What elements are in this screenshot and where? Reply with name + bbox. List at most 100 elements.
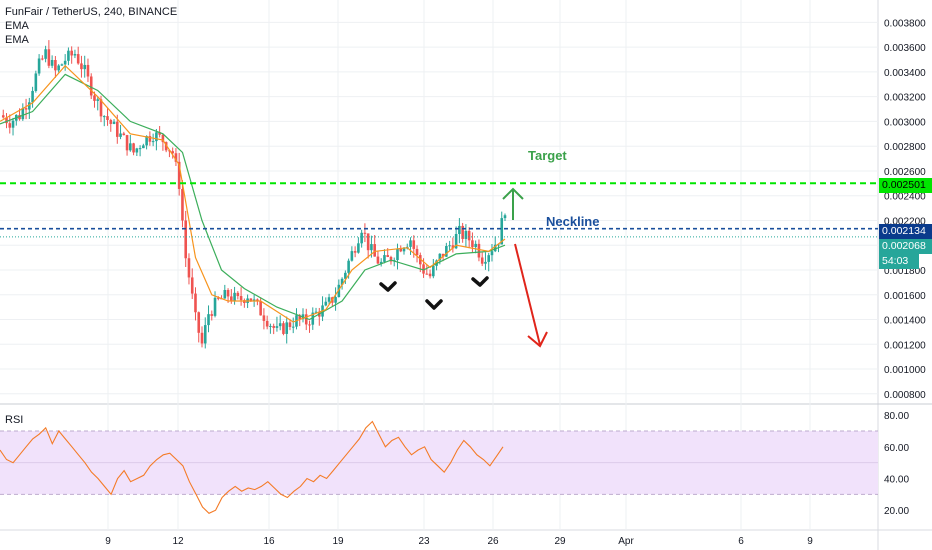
candle-body (288, 322, 292, 327)
candle-body (350, 251, 354, 261)
candle-body (67, 50, 70, 61)
candle-body (57, 65, 60, 71)
ema-fast-label[interactable]: EMA (5, 20, 29, 32)
left-shoulder-marker (379, 281, 397, 292)
price-tick-label: 0.001000 (884, 365, 926, 376)
price-pane (0, 40, 507, 349)
target-arrow-head (502, 187, 524, 200)
candle-body (47, 49, 51, 66)
rsi-tick-label: 80.00 (884, 411, 909, 422)
candle-body (493, 244, 497, 252)
candle-body (41, 58, 44, 60)
time-tick-label: 12 (172, 536, 184, 547)
neckline-label: Neckline (546, 214, 600, 229)
candle-body (119, 133, 122, 137)
ema-slow-label[interactable]: EMA (5, 34, 29, 46)
candle-body (344, 272, 347, 279)
candle-body (207, 314, 210, 326)
candle-body (445, 246, 448, 257)
price-tick-label: 0.001400 (884, 316, 926, 327)
candle-body (291, 326, 295, 328)
candle-body (487, 255, 491, 262)
candle-body (438, 253, 442, 261)
candle-body (190, 277, 194, 294)
price-tick-label: 0.002400 (884, 192, 926, 203)
candle-body (337, 284, 341, 298)
axis-labels: 0.003800 0.003600 0.003400 0.003200 0.003000… (105, 18, 926, 547)
ema-slow-line (0, 73, 506, 321)
candle-body (181, 188, 184, 221)
candle-body (366, 233, 370, 251)
candle-body (278, 323, 282, 327)
candle-body (233, 292, 236, 301)
candle-body (497, 244, 500, 246)
candle-body (125, 135, 129, 151)
candle-body (282, 323, 285, 334)
candle-body (50, 60, 54, 66)
candle-body (379, 261, 383, 264)
candle-body (363, 232, 367, 234)
candle-body (249, 298, 253, 302)
candle-body (11, 120, 15, 128)
candle-body (409, 240, 412, 247)
price-tick-label: 0.002800 (884, 142, 926, 153)
candle-body (373, 244, 376, 257)
candle-body (115, 121, 119, 137)
price-tick-label: 0.002200 (884, 216, 926, 227)
candle-body (44, 49, 47, 59)
time-tick-label: 19 (332, 536, 344, 547)
candle-body (477, 243, 481, 258)
candle-body (142, 145, 145, 149)
candle-body (1, 115, 5, 118)
rsi-line (0, 420, 504, 514)
candle-body (223, 289, 227, 299)
candle-body (31, 90, 34, 103)
candle-body (357, 243, 360, 253)
candle-body (122, 133, 126, 136)
candle-body (471, 240, 474, 248)
candle-body (151, 141, 155, 143)
target-price-tag: 0.002501 (879, 178, 932, 193)
breakdown-arrow-head (527, 331, 548, 348)
candle-body (161, 134, 165, 143)
candle-body (129, 143, 132, 151)
candle-body (37, 58, 41, 74)
candle-body (164, 142, 168, 151)
candle-body (353, 251, 357, 253)
candle-body (109, 120, 113, 124)
neckline-price-tag: 0.002134 (879, 224, 932, 239)
rsi-label[interactable]: RSI (5, 414, 24, 426)
bar-countdown-tag: 54:03 (879, 254, 919, 269)
candle-body (386, 255, 390, 257)
candle-body (412, 240, 416, 249)
candle-body (148, 136, 152, 142)
candle-body (70, 50, 73, 56)
candle-body (99, 99, 103, 117)
candle-body (138, 148, 142, 150)
candle-body (226, 289, 230, 297)
candle-body (402, 248, 406, 252)
price-tick-label: 0.003800 (884, 18, 926, 29)
candle-body (112, 121, 116, 124)
candle-body (8, 123, 12, 128)
candle-body (216, 297, 220, 299)
candle-body (304, 314, 308, 325)
candle-body (158, 132, 161, 135)
candle-body (458, 225, 461, 235)
candle-body (464, 230, 468, 239)
candle-body (500, 218, 504, 245)
price-tick-label: 0.003000 (884, 117, 926, 128)
candle-body (490, 251, 494, 256)
candle-body (76, 54, 80, 64)
candle-body (93, 95, 96, 101)
candle-body (86, 64, 90, 77)
time-tick-label: 29 (554, 536, 566, 547)
candle-body (203, 325, 207, 344)
candle-body (272, 325, 275, 328)
candle-body (441, 253, 445, 257)
candle-body (480, 257, 484, 264)
candle-body (28, 102, 31, 110)
candle-body (197, 312, 201, 333)
